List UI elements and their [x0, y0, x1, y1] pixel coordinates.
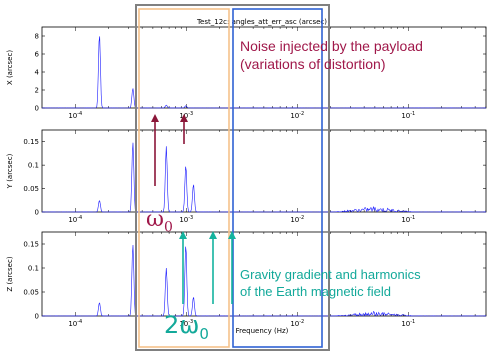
y-tick-label: 0.15	[23, 241, 39, 249]
grey-highlight-box	[135, 4, 330, 351]
payload-noise-line2: (variations of distortion)	[240, 56, 386, 72]
y-tick-label: 0.05	[23, 185, 39, 193]
y-axis-label: X (arcsec)	[6, 50, 14, 85]
y-tick-label: 2	[35, 87, 39, 95]
highlight-boxes	[135, 4, 330, 351]
y-tick-label: 0.05	[23, 289, 39, 297]
teal-arrow-2-head	[209, 231, 217, 239]
omega0-label: ω0	[146, 207, 173, 235]
gravity-line2: of the Earth magnetic field	[240, 284, 392, 299]
y-tick-label: 0	[35, 209, 39, 217]
gravity-line1: Gravity gradient and harmonics	[240, 267, 421, 282]
y-axis-label: Z (arcsec)	[6, 256, 14, 291]
panel-3: 0 0.05 0.1 0.15 Z (arcsec) 10-4 10-3 10-2 10-1	[6, 231, 487, 328]
teal-arrow-1-head	[179, 231, 187, 239]
two-omega0-label: 2ω0	[164, 311, 209, 343]
teal-arrow-3-head	[228, 231, 236, 239]
payload-noise-line1: Noise injected by the payload	[240, 38, 423, 54]
y-tick-label: 0	[35, 313, 39, 321]
signal-series	[42, 36, 486, 109]
payload-noise-annotation: Noise injected by the payload (variation…	[240, 37, 423, 73]
red-arrow-2omega0-head	[180, 114, 188, 122]
y-tick-label: 0	[35, 105, 39, 113]
arrows	[151, 114, 236, 304]
two-omega0-subscript: 0	[199, 324, 209, 343]
x-tick-label: 10-1	[401, 215, 415, 224]
x-tick-label: 10-3	[179, 215, 193, 224]
x-tick-label: 10-2	[290, 215, 304, 224]
signal-series	[41, 244, 487, 317]
y-tick-label: 0.15	[23, 138, 39, 146]
x-tick-label: 10-1	[401, 111, 415, 120]
panel-frame	[41, 129, 487, 213]
panel-2: 0 0.05 0.1 0.15 Y (arcsec) 10-4 10-3 10-2 10-1	[6, 129, 487, 224]
y-axis-label: Y (arcsec)	[6, 153, 14, 189]
gravity-annotation: Gravity gradient and harmonics of the Ea…	[240, 266, 421, 300]
blue-highlight-box	[232, 8, 323, 348]
x-tick-label: 10-4	[68, 319, 82, 328]
orange-highlight-box	[138, 8, 230, 348]
panel-frame	[41, 231, 487, 317]
y-tick-label: 8	[35, 33, 39, 41]
x-tick-label: 10-2	[290, 319, 304, 328]
y-tick-label: 0.1	[28, 162, 39, 170]
panel-frame	[41, 26, 487, 109]
x-tick-label: 10-2	[290, 111, 304, 120]
omega0-subscript: 0	[163, 219, 173, 236]
red-arrow-omega0-head	[151, 114, 159, 122]
y-tick-label: 4	[35, 69, 40, 77]
x-tick-label: 10-3	[179, 319, 193, 328]
y-tick-label: 0.1	[28, 265, 39, 273]
signal-series	[42, 142, 487, 213]
two-omega0-symbol: 2ω	[164, 311, 200, 339]
omega0-symbol: ω	[146, 207, 164, 232]
figure-title: Test_12c: angles_att_err_asc (arcsec)	[196, 18, 327, 26]
x-tick-label: 10-4	[68, 215, 82, 224]
x-tick-label: 10-1	[401, 319, 415, 328]
x-axis-label: Frequency (Hz)	[236, 327, 289, 335]
x-tick-label: 10-4	[68, 111, 82, 120]
y-tick-label: 6	[35, 51, 40, 59]
